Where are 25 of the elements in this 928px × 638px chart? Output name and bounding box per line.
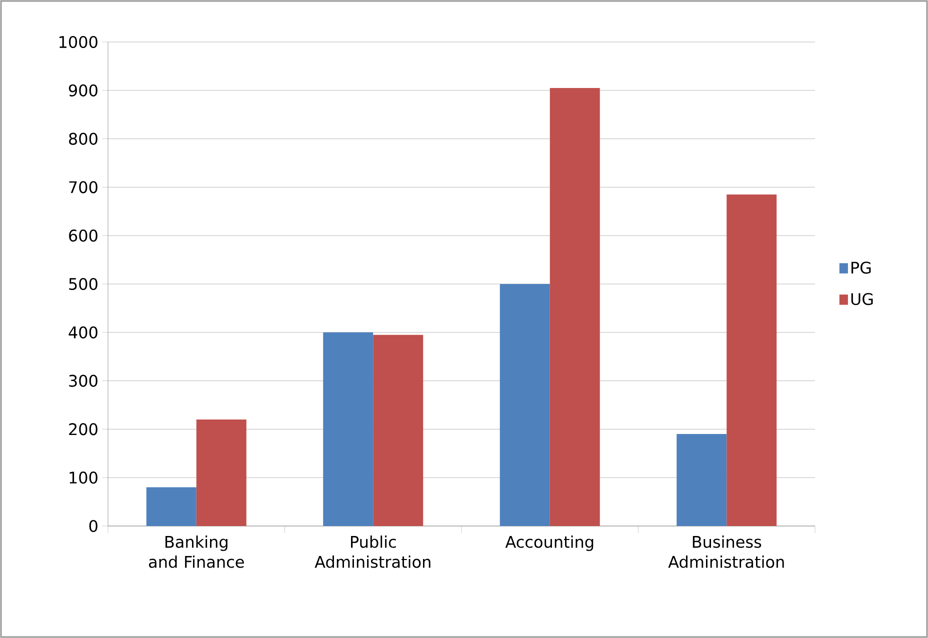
bar — [196, 420, 246, 526]
y-tick-label: 1000 — [60, 36, 98, 48]
legend-label: PG — [852, 262, 871, 274]
x-tick-label: Public Administration — [314, 536, 430, 568]
bar — [500, 284, 550, 526]
bar — [373, 334, 424, 526]
bar — [550, 88, 600, 526]
y-tick-label: 800 — [69, 132, 98, 145]
bar — [323, 332, 374, 526]
y-tick-label: 0 — [89, 520, 98, 532]
y-tick-label: 400 — [68, 326, 98, 338]
bar — [676, 434, 727, 526]
y-tick-label: 600 — [69, 230, 98, 242]
y-tick-label: 200 — [69, 423, 98, 436]
x-tick-label: Banking and Finance — [149, 536, 244, 568]
x-tick-label: Accounting — [505, 536, 594, 552]
y-tick-label: 700 — [69, 181, 98, 194]
bar — [726, 194, 777, 526]
y-tick-label: 500 — [69, 278, 98, 290]
bar — [146, 487, 196, 526]
y-tick-label: 900 — [68, 84, 98, 96]
y-tick-label: 300 — [69, 374, 98, 387]
x-tick-label: Business Administration — [668, 536, 784, 568]
legend-label: UG — [851, 293, 873, 306]
y-tick-label: 100 — [70, 472, 98, 484]
